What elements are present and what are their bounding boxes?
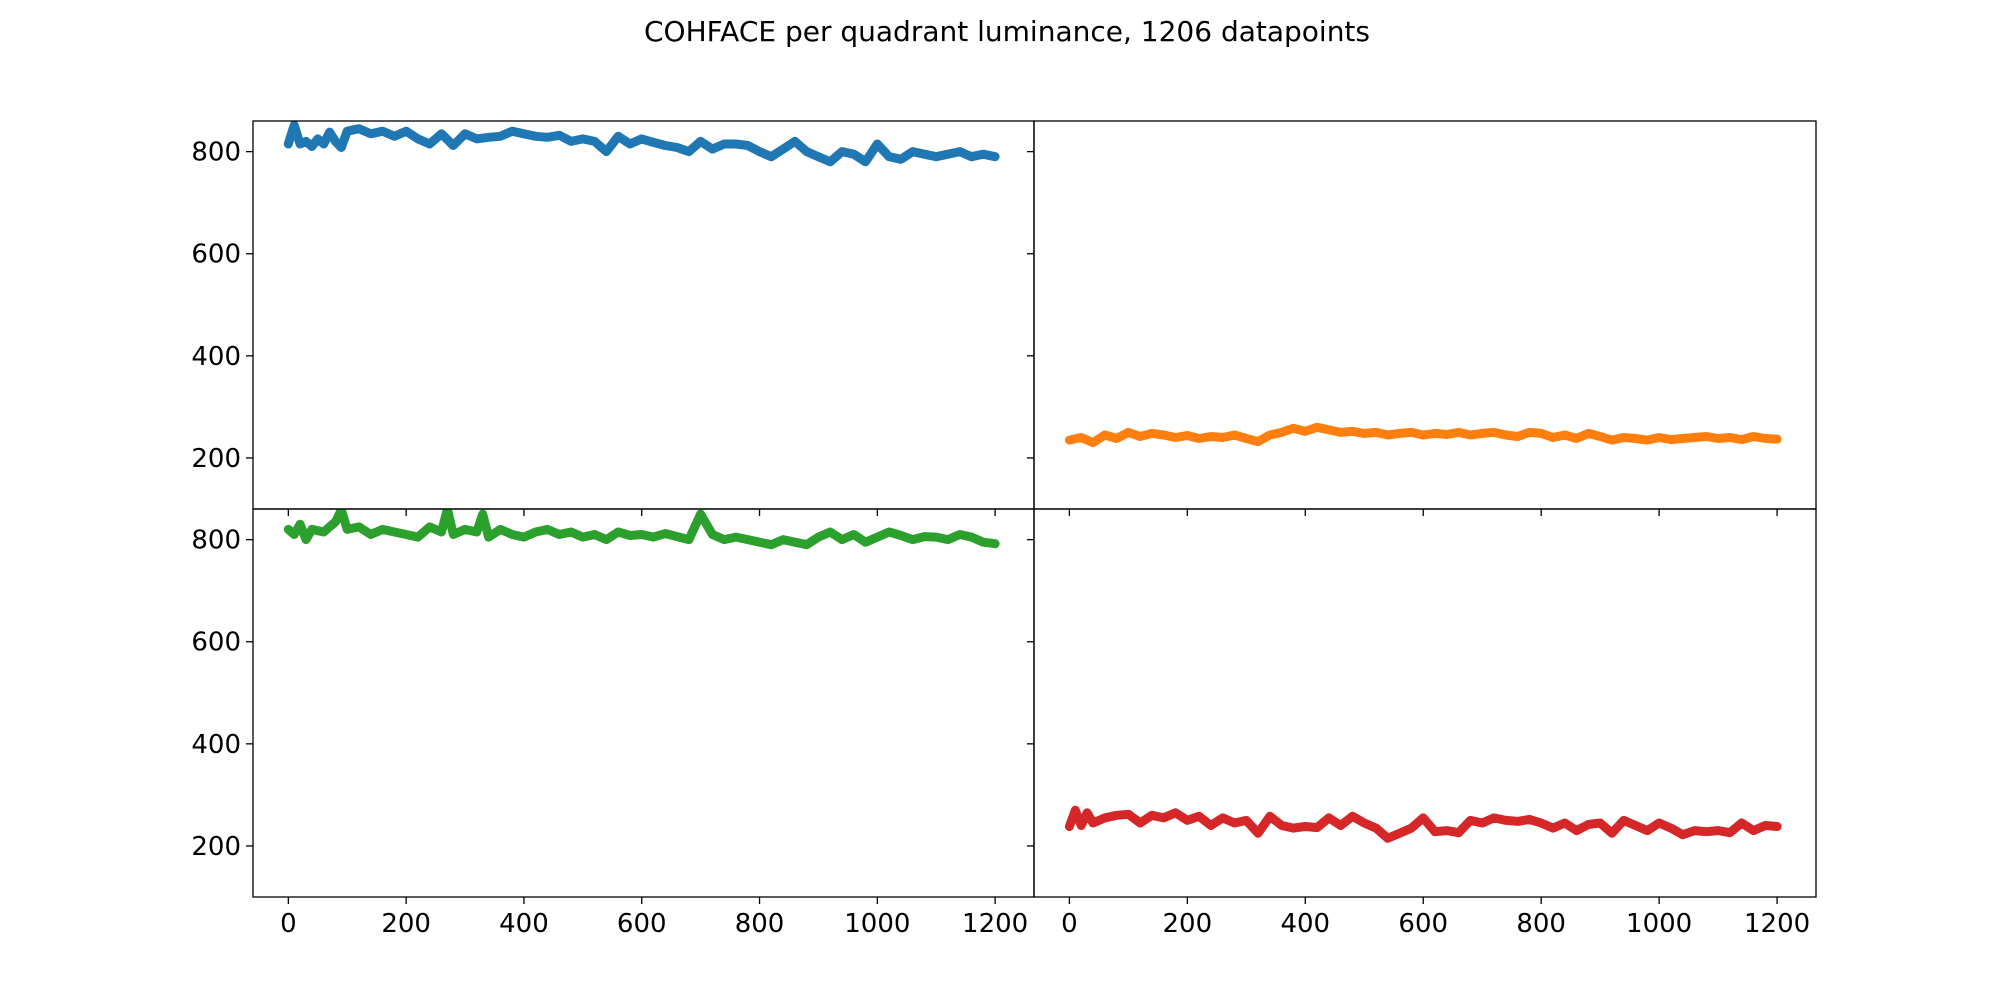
subplot-top-left: 200 400 600 800	[191, 120, 1035, 516]
x-tick-label: 0	[280, 909, 297, 939]
y-tick-label: 800	[191, 138, 241, 168]
x-tick-label: 400	[1280, 909, 1330, 939]
panel-frame-top-right	[1033, 120, 1817, 510]
x-tick-label: 200	[1163, 909, 1213, 939]
subplot-bottom-left: 200 400 600 800 0 200 400 600 800 1000 1200	[191, 508, 1035, 939]
x-tick-label: 600	[617, 909, 667, 939]
subplot-bottom-right: 0 200 400 600 800 1000 1200	[1027, 508, 1817, 939]
panel-frame-bottom-left	[252, 508, 1035, 898]
subplot-grid: 200 400 600 800 200 400 600 800 0 200 400 600 800 100…	[191, 120, 1817, 939]
y-tick-label: 400	[191, 730, 241, 760]
series-line-top-left	[283, 121, 1000, 167]
x-tick-label: 600	[1398, 909, 1448, 939]
y-tick-label: 200	[191, 832, 241, 862]
x-tick-label: 400	[499, 909, 549, 939]
x-tick-label: 1000	[844, 909, 910, 939]
subplot-top-right	[1027, 120, 1817, 516]
y-tick-label: 800	[191, 526, 241, 556]
x-tick-label: 1200	[1744, 909, 1810, 939]
x-tick-label: 200	[381, 909, 431, 939]
y-tick-label: 200	[191, 444, 241, 474]
panel-frame-top-left	[252, 120, 1035, 510]
series-line-top-right	[1064, 422, 1782, 448]
x-tick-label: 1200	[962, 909, 1028, 939]
y-tick-label: 600	[191, 628, 241, 658]
series-line-bottom-left	[283, 509, 1000, 550]
x-tick-label: 1000	[1626, 909, 1692, 939]
y-tick-label: 600	[191, 240, 241, 270]
x-tick-label: 0	[1061, 909, 1078, 939]
x-tick-label: 800	[735, 909, 785, 939]
panel-frame-bottom-right	[1033, 508, 1817, 898]
chart-title: COHFACE per quadrant luminance, 1206 dat…	[644, 15, 1370, 48]
x-tick-label: 800	[1516, 909, 1566, 939]
y-tick-label: 400	[191, 342, 241, 372]
series-line-bottom-right	[1064, 805, 1782, 843]
